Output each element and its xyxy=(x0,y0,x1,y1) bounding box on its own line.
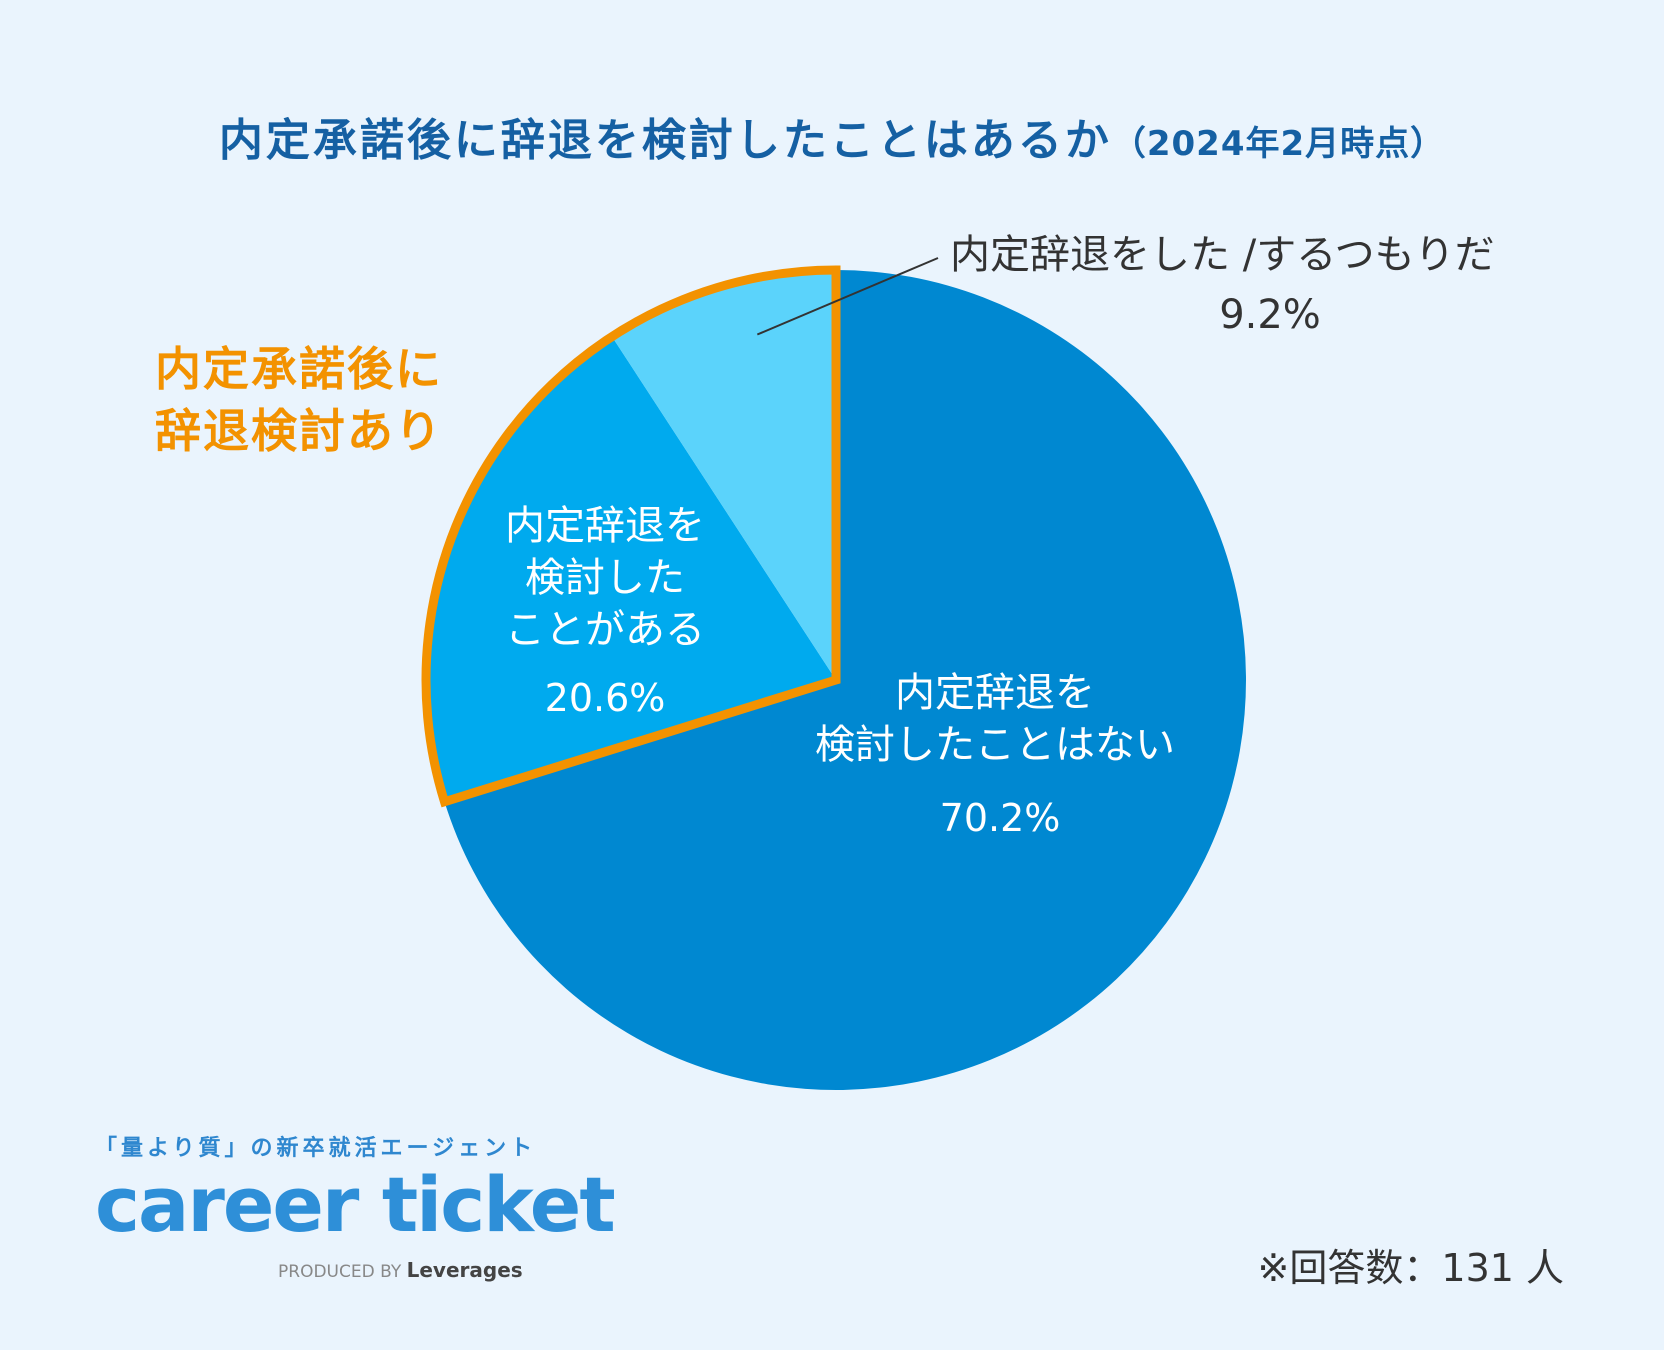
produced-by-text: PRODUCED BY xyxy=(278,1262,402,1282)
slice-label-considered: 内定辞退を 検討した ことがある xyxy=(460,500,750,656)
logo-tagline: 「量より質」の新卒就活エージェント xyxy=(95,1136,537,1161)
slice-label-never: 内定辞退を 検討したことはない xyxy=(780,667,1210,771)
group-label-line2: 辞退検討あり xyxy=(155,404,443,458)
produced-by-brand: Leverages xyxy=(406,1258,523,1282)
slice-label-considered-line2: 検討した xyxy=(525,555,685,601)
respondent-count: ※回答数：131 人 xyxy=(1257,1246,1564,1290)
slice-label-declined: 内定辞退をした /するつもりだ xyxy=(950,232,1495,278)
chart-title-sub: （2024年2月時点） xyxy=(1111,124,1446,164)
group-label-considered: 内定承諾後に 辞退検討あり xyxy=(155,338,443,462)
leader-line-declined xyxy=(756,257,939,336)
logo-produced-by: PRODUCED BY Leverages xyxy=(278,1258,523,1282)
chart-title: 内定承諾後に辞退を検討したことはあるか（2024年2月時点） xyxy=(0,104,1664,168)
pie-slice-1 xyxy=(425,336,836,802)
slice-label-considered-line3: ことがある xyxy=(505,607,705,653)
slice-label-never-line2: 検討したことはない xyxy=(815,722,1175,768)
group-label-line1: 内定承諾後に xyxy=(155,342,443,396)
slice-value-declined: 9.2% xyxy=(1219,292,1321,338)
slice-value-never: 70.2% xyxy=(939,796,1061,840)
pie-slice-2 xyxy=(611,270,836,680)
pie-slice-0 xyxy=(444,270,1247,1090)
slice-label-considered-line1: 内定辞退を xyxy=(505,503,705,549)
group-highlight-outline xyxy=(421,265,841,808)
chart-title-main: 内定承諾後に辞退を検討したことはあるか xyxy=(218,115,1112,166)
slice-label-never-line1: 内定辞退を xyxy=(895,670,1095,716)
slice-value-considered: 20.6% xyxy=(544,676,666,720)
logo-wordmark: career ticket xyxy=(95,1160,616,1249)
